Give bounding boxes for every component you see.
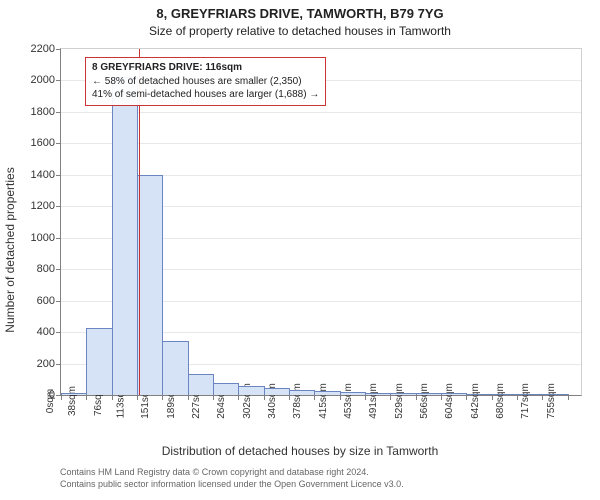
x-tick [365,395,366,400]
histogram-bar [314,391,340,395]
histogram-bar [441,393,467,395]
x-tick [213,395,214,400]
x-tick [162,395,163,400]
annotation-line-1: 8 GREYFRIARS DRIVE: 116sqm [92,61,319,75]
x-tick-label: 38sqm [67,386,78,416]
x-axis-label: Distribution of detached houses by size … [0,444,600,458]
y-tick-label: 400 [37,326,61,338]
x-tick [340,395,341,400]
page-subtitle: Size of property relative to detached ho… [0,24,600,38]
histogram-bar [390,393,416,395]
x-tick [137,395,138,400]
x-tick-label: 755sqm [546,383,557,419]
histogram-bar [137,175,163,395]
x-tick-label: 0sqm [45,389,56,413]
y-tick-label: 1000 [31,232,61,244]
annotation-line-3: 41% of semi-detached houses are larger (… [92,88,319,102]
x-tick-label: 453sqm [343,383,354,419]
histogram-bar [289,390,315,395]
annotation-box: 8 GREYFRIARS DRIVE: 116sqm← 58% of detac… [85,57,326,106]
histogram-bar [492,394,518,395]
y-tick-label: 1200 [31,200,61,212]
histogram-bar [264,388,290,395]
y-tick-label: 600 [37,295,61,307]
footer-line-1: Contains HM Land Registry data © Crown c… [60,466,404,478]
x-tick [517,395,518,400]
footer-attribution: Contains HM Land Registry data © Crown c… [60,466,404,490]
x-tick [238,395,239,400]
y-axis-label: Number of detached properties [3,167,17,332]
x-tick [61,395,62,400]
x-tick [492,395,493,400]
x-tick [416,395,417,400]
histogram-bar [365,393,391,395]
x-tick [542,395,543,400]
x-tick [314,395,315,400]
histogram-bar [86,328,112,395]
histogram-bar [61,393,87,395]
histogram-bar [238,386,264,395]
x-tick [112,395,113,400]
x-tick-label: 378sqm [292,383,303,419]
histogram-bar [466,394,492,395]
x-tick [568,395,569,400]
x-tick-label: 491sqm [368,383,379,419]
footer-line-2: Contains public sector information licen… [60,478,404,490]
histogram-bar [112,77,138,395]
y-tick-label: 1600 [31,137,61,149]
x-tick-label: 566sqm [419,383,430,419]
y-tick-label: 200 [37,358,61,370]
y-tick-label: 1800 [31,106,61,118]
y-tick-label: 800 [37,263,61,275]
histogram-bar [517,394,543,395]
histogram-bar [542,394,568,395]
x-tick-label: 680sqm [495,383,506,419]
x-tick [466,395,467,400]
annotation-line-2: ← 58% of detached houses are smaller (2,… [92,75,319,89]
x-tick-label: 642sqm [470,383,481,419]
x-tick [390,395,391,400]
x-tick [264,395,265,400]
y-tick-label: 2000 [31,74,61,86]
histogram-plot: 0200400600800100012001400160018002000220… [60,48,582,396]
histogram-bar [416,393,442,395]
histogram-bar [213,383,239,395]
x-tick [188,395,189,400]
x-tick-label: 604sqm [444,383,455,419]
x-tick [289,395,290,400]
x-tick [86,395,87,400]
x-tick-label: 415sqm [318,383,329,419]
y-tick-label: 1400 [31,169,61,181]
histogram-bar [340,392,366,395]
x-tick-label: 529sqm [394,383,405,419]
x-tick [441,395,442,400]
page-title: 8, GREYFRIARS DRIVE, TAMWORTH, B79 7YG [0,6,600,21]
x-tick-label: 717sqm [520,383,531,419]
histogram-bar [162,341,188,395]
y-tick-label: 2200 [31,43,61,55]
histogram-bar [188,374,214,395]
